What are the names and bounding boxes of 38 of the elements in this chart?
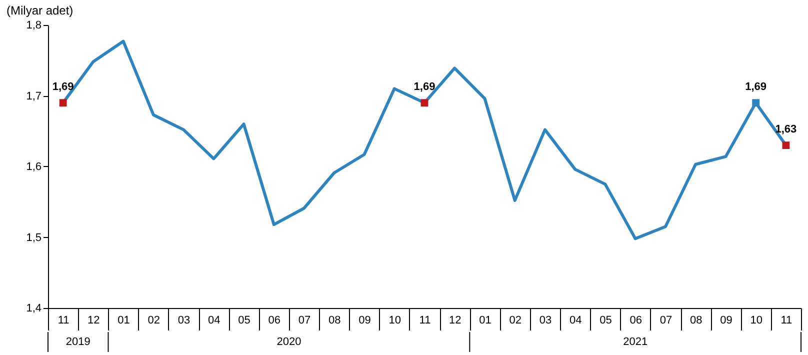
x-tick-label: 04 — [569, 314, 582, 326]
x-tick-label: 12 — [448, 314, 462, 326]
text: 2021 — [623, 336, 648, 348]
x-tick-label: 05 — [238, 314, 250, 326]
x-tick-label: 11 — [419, 314, 431, 326]
x-tick-label: 09 — [720, 314, 732, 326]
y-tick-label: 1,4 — [26, 302, 42, 314]
x-tick-label: 04 — [208, 314, 220, 326]
x-tick-label: 01 — [118, 314, 130, 326]
data-label: 1,69 — [52, 80, 74, 93]
data-label: 1,69 — [414, 80, 436, 93]
x-tick-label: 10 — [750, 314, 762, 326]
x-tick-label: 09 — [358, 314, 371, 326]
x-tick-label: 02 — [148, 314, 160, 326]
x-tick-label: 08 — [328, 314, 341, 326]
x-tick-label: 01 — [479, 314, 492, 326]
x-tick-label: 06 — [630, 314, 642, 326]
data-label: 1,63 — [775, 123, 797, 136]
x-tick-label: 02 — [509, 314, 522, 326]
x-tick-label: 07 — [660, 314, 672, 326]
x-tick-label: 06 — [268, 314, 281, 326]
text: 2020 — [276, 336, 302, 348]
x-tick-label: 12 — [88, 314, 100, 326]
data-label: 1,69 — [745, 80, 767, 93]
x-tick-label: 11 — [780, 314, 792, 326]
y-tick-label: 1,5 — [26, 232, 42, 244]
y-tick-label: 1,6 — [26, 161, 42, 173]
y-tick-label: 1,7 — [26, 90, 42, 102]
y-tick-label: 1,8 — [26, 20, 42, 32]
y-axis-title: (Milyar adet) — [6, 4, 74, 18]
x-tick-label: 07 — [298, 314, 311, 326]
x-tick-label: 03 — [178, 314, 190, 326]
x-tick-label: 10 — [388, 314, 402, 326]
x-tick-label: 03 — [539, 314, 552, 326]
x-tick-label: 08 — [690, 314, 702, 326]
x-tick-label: 11 — [58, 314, 70, 326]
text: 2019 — [66, 336, 90, 348]
x-tick-label: 05 — [600, 314, 612, 326]
